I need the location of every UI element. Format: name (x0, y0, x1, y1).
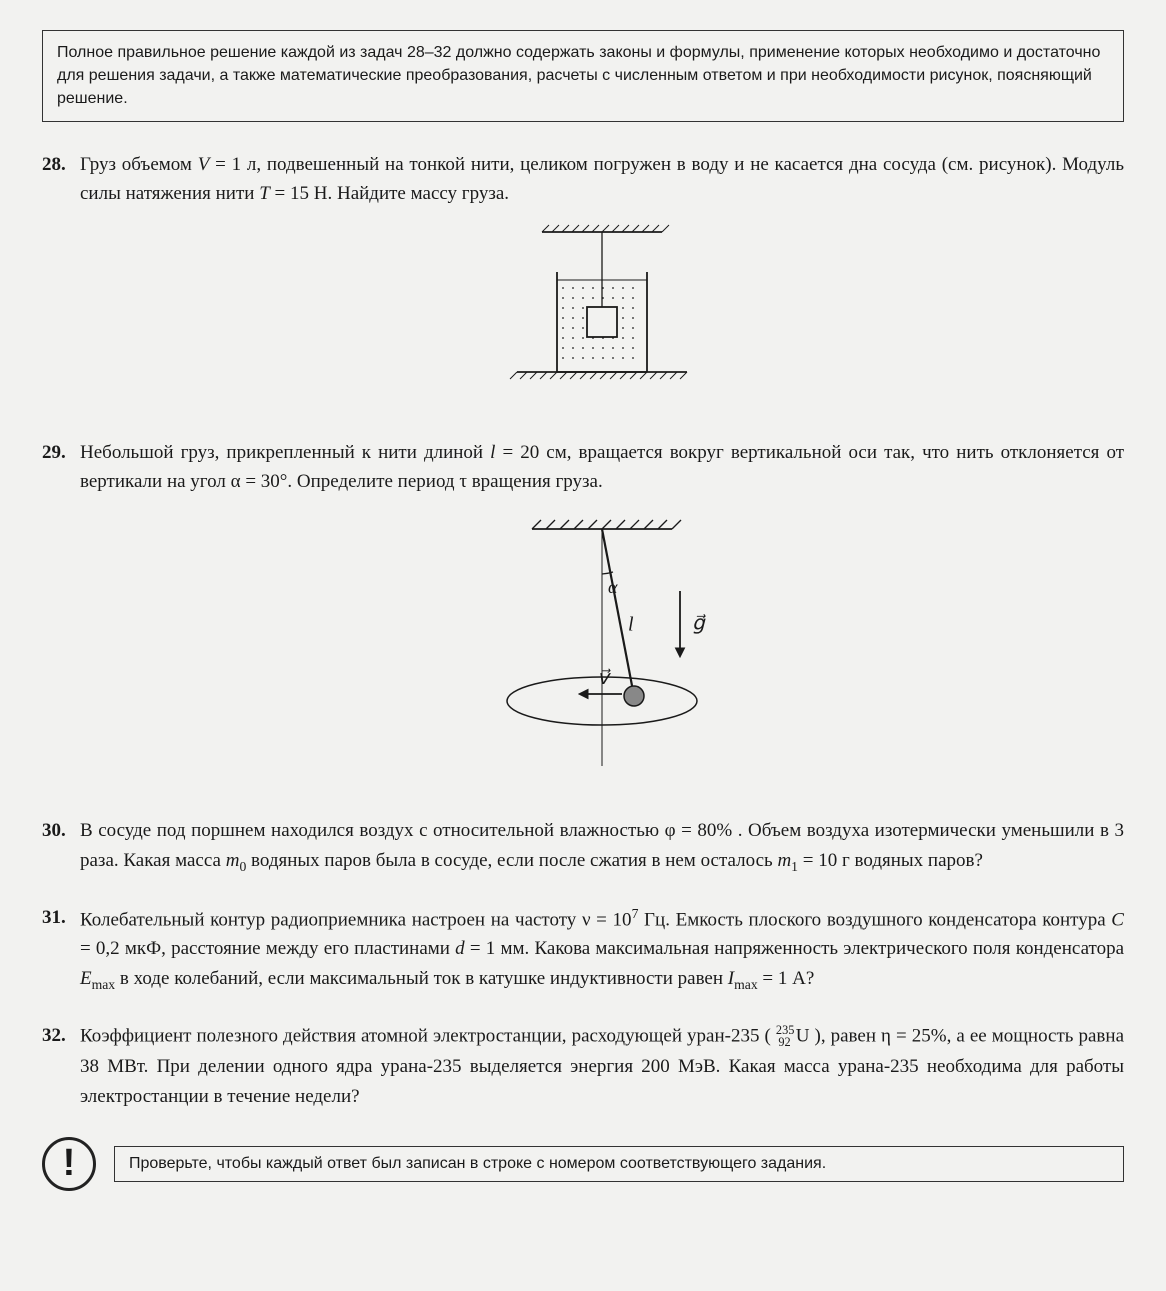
svg-text:l: l (628, 613, 634, 635)
footer-box: Проверьте, чтобы каждый ответ был записа… (114, 1146, 1124, 1182)
footer-text: Проверьте, чтобы каждый ответ был записа… (129, 1155, 826, 1172)
svg-text:g⃗: g⃗ (692, 612, 706, 634)
problem-row: 30.В сосуде под поршнем находился воздух… (42, 816, 1124, 876)
problem-number: 30. (42, 816, 80, 876)
svg-text:α: α (608, 577, 618, 597)
problem-text: В сосуде под поршнем находился воздух с … (80, 816, 1124, 876)
problem-row: 32.Коэффициент полезного действия атомно… (42, 1021, 1124, 1111)
problem-number: 32. (42, 1021, 80, 1111)
problems-list: 28.Груз объемом V = 1 л, подвешенный на … (42, 150, 1124, 1111)
problem-number: 28. (42, 150, 80, 412)
problem-number: 31. (42, 903, 80, 995)
instruction-box: Полное правильное решение каждой из зада… (42, 30, 1124, 122)
figure-vessel (80, 222, 1124, 401)
problem-row: 31.Колебательный контур радиоприемника н… (42, 903, 1124, 995)
problem-number: 29. (42, 438, 80, 790)
problem-text: Колебательный контур радиоприемника наст… (80, 903, 1124, 995)
footer-row: ! Проверьте, чтобы каждый ответ был запи… (42, 1137, 1124, 1191)
figure-pendulum: αl g⃗ v⃗ (80, 511, 1124, 780)
problem-text: Коэффициент полезного действия атомной э… (80, 1021, 1124, 1111)
svg-text:v⃗: v⃗ (597, 667, 611, 689)
problem-row: 29.Небольшой груз, прикрепленный к нити … (42, 438, 1124, 790)
problem-text: Небольшой груз, прикрепленный к нити дли… (80, 438, 1124, 790)
problem-text: Груз объемом V = 1 л, подвешенный на тон… (80, 150, 1124, 412)
exclaim-icon: ! (42, 1137, 96, 1191)
problem-row: 28.Груз объемом V = 1 л, подвешенный на … (42, 150, 1124, 412)
instruction-text: Полное правильное решение каждой из зада… (57, 44, 1100, 107)
